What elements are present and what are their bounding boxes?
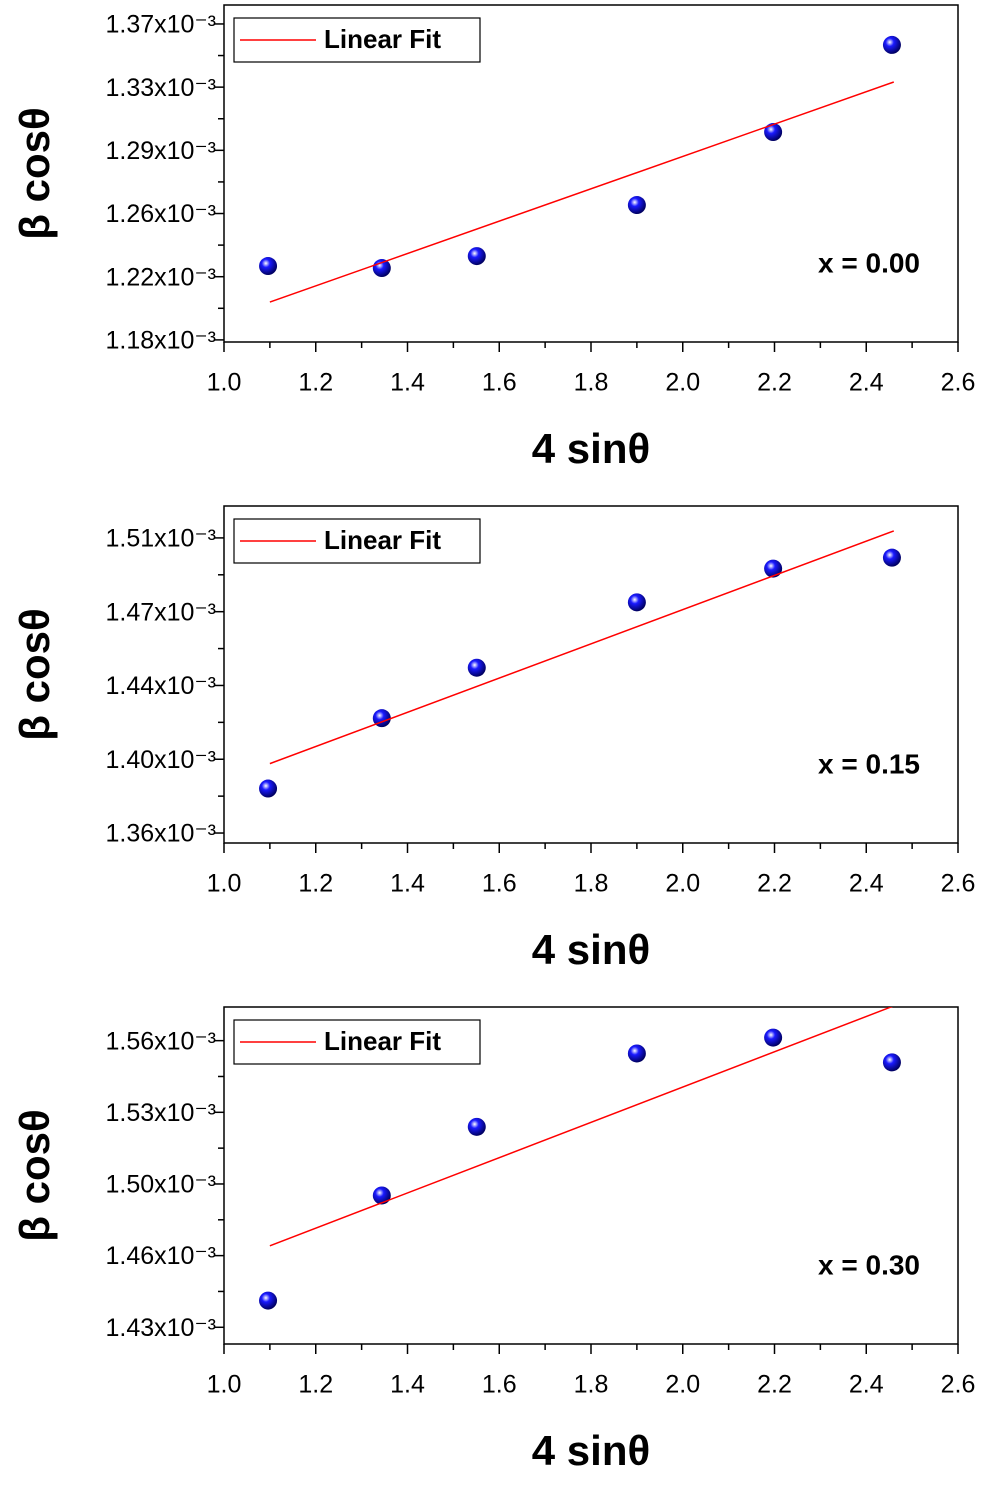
y-tick-label: 1.40x10⁻³ (106, 746, 217, 774)
x-tick-label: 1.6 (482, 870, 517, 898)
data-point (467, 1117, 486, 1136)
y-axis-title: β cosθ (11, 1109, 58, 1241)
x-tick-label: 2.6 (941, 369, 976, 397)
x-tick-label: 1.6 (482, 1371, 517, 1399)
y-tick-label: 1.29x10⁻³ (106, 137, 217, 165)
panel: 1.0 1.2 1.4 1.6 1.8 2.0 2.2 2.4 2.6 1.43x10⁻³ 1.46… (11, 1006, 975, 1474)
y-axis-title: β cosθ (11, 608, 58, 740)
y-tick-label: 1.18x10⁻³ (106, 327, 217, 355)
x-tick-label: 1.8 (574, 870, 609, 898)
data-point (764, 123, 783, 142)
y-tick-label: 1.53x10⁻³ (106, 1099, 217, 1127)
data-point (259, 779, 278, 798)
fit-line (269, 530, 895, 765)
y-tick-label: 1.56x10⁻³ (106, 1027, 217, 1055)
y-tick-label: 1.51x10⁻³ (106, 525, 217, 553)
y-tick-label: 1.26x10⁻³ (106, 200, 217, 228)
fit-line (269, 81, 895, 303)
x-tick-label: 1.4 (390, 1371, 425, 1399)
annotation: x = 0.15 (818, 748, 920, 779)
y-tick-label: 1.46x10⁻³ (106, 1242, 217, 1270)
x-tick-label: 1.0 (207, 1371, 242, 1399)
data-point (627, 196, 646, 215)
x-tick-label: 2.6 (941, 870, 976, 898)
data-point (259, 257, 278, 276)
data-point (627, 593, 646, 612)
x-tick-label: 1.2 (298, 870, 333, 898)
x-tick-label: 2.4 (849, 369, 884, 397)
y-tick-label: 1.37x10⁻³ (106, 11, 217, 39)
legend-label: Linear Fit (324, 525, 441, 555)
data-point (764, 559, 783, 578)
y-axis-title: β cosθ (11, 107, 58, 239)
x-tick-label: 1.8 (574, 369, 609, 397)
x-axis-title: 4 sinθ (532, 926, 650, 973)
fit-line (269, 1007, 894, 1247)
x-tick-label: 1.0 (207, 870, 242, 898)
y-tick-label: 1.44x10⁻³ (106, 672, 217, 700)
x-tick-label: 1.4 (390, 369, 425, 397)
y-tick-label: 1.47x10⁻³ (106, 598, 217, 626)
data-point (467, 658, 486, 677)
x-tick-label: 2.2 (757, 369, 792, 397)
x-tick-label: 2.2 (757, 1371, 792, 1399)
data-point (764, 1028, 783, 1047)
x-tick-label: 1.2 (298, 1371, 333, 1399)
panel: 1.0 1.2 1.4 1.6 1.8 2.0 2.2 2.4 2.6 1.36x10⁻³ 1.40… (11, 505, 976, 973)
data-point (372, 1186, 391, 1205)
legend-label: Linear Fit (324, 1026, 441, 1056)
x-tick-label: 1.6 (482, 369, 517, 397)
data-point (467, 247, 486, 266)
x-tick-label: 1.0 (207, 369, 242, 397)
data-point (372, 259, 391, 278)
annotation: x = 0.00 (818, 247, 920, 278)
data-point (882, 1053, 901, 1072)
x-tick-label: 2.0 (665, 1371, 700, 1399)
x-axis-title: 4 sinθ (532, 425, 650, 472)
x-tick-label: 2.0 (665, 870, 700, 898)
y-tick-label: 1.50x10⁻³ (106, 1171, 217, 1199)
panel: 1.0 1.2 1.4 1.6 1.8 2.0 2.2 2.4 2.6 1.18x10⁻³ 1.22… (11, 4, 976, 472)
data-point (627, 1044, 646, 1063)
data-point (882, 548, 901, 567)
legend-label: Linear Fit (324, 24, 441, 54)
x-tick-label: 2.0 (665, 369, 700, 397)
y-tick-label: 1.36x10⁻³ (106, 820, 217, 848)
x-tick-label: 1.2 (298, 369, 333, 397)
y-tick-label: 1.43x10⁻³ (106, 1314, 217, 1342)
x-tick-label: 1.8 (574, 1371, 609, 1399)
data-point (372, 709, 391, 728)
annotation: x = 0.30 (818, 1249, 920, 1280)
x-tick-label: 2.4 (849, 870, 884, 898)
x-tick-label: 1.4 (390, 870, 425, 898)
x-tick-label: 2.2 (757, 870, 792, 898)
y-tick-label: 1.22x10⁻³ (106, 263, 217, 291)
data-point (259, 1291, 278, 1310)
x-tick-label: 2.4 (849, 1371, 884, 1399)
x-axis-title: 4 sinθ (532, 1427, 650, 1474)
data-point (882, 35, 901, 54)
x-tick-label: 2.6 (941, 1371, 976, 1399)
y-tick-label: 1.33x10⁻³ (106, 74, 217, 102)
